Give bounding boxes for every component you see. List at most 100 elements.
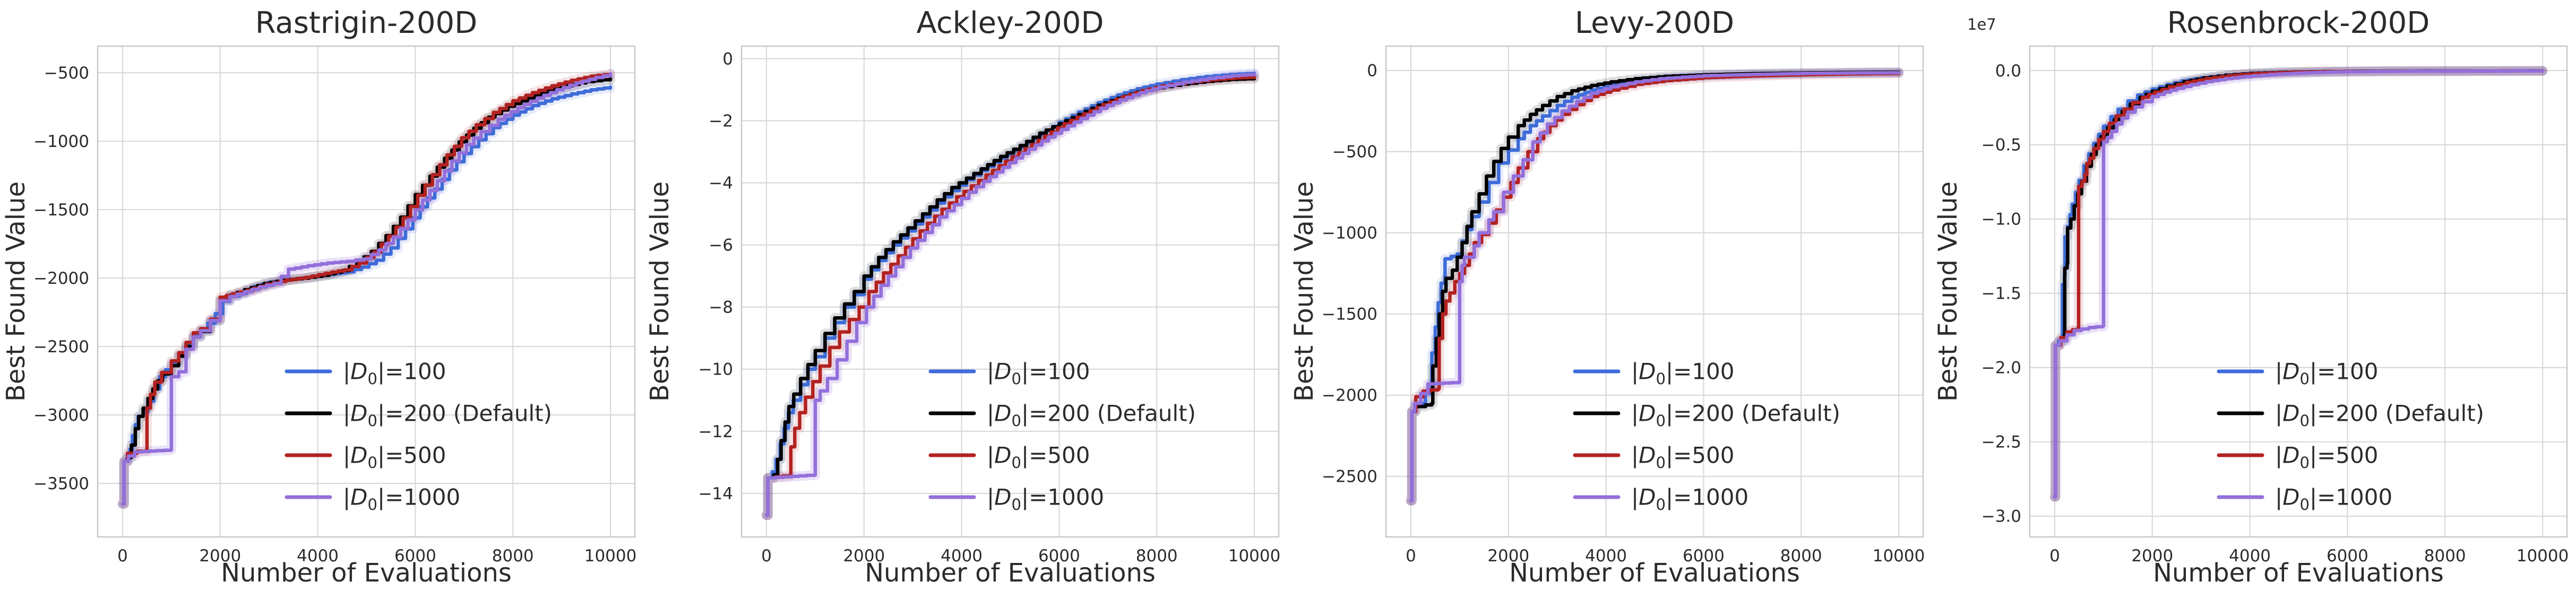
plot-levy: 0 2000 4000 6000 8000 10000 0 −500 −1000 −1500 −20… [1289, 6, 1925, 588]
x-tick-label: 10000 [1872, 546, 1925, 566]
y-axis-label: Best Found Value [1, 181, 31, 402]
plot-area [98, 46, 635, 537]
x-tick-label: 0 [2049, 546, 2060, 566]
x-tick-label: 0 [761, 546, 772, 566]
plot-rosenbrock: 0 2000 4000 6000 8000 10000 0.0 −0.5 −1.0 −1.5 −2.… [1933, 6, 2569, 588]
y-tick-label: −3.0 [1981, 507, 2021, 526]
y-tick-label: −2000 [33, 269, 89, 288]
x-tick-label: 0 [1406, 546, 1416, 566]
plot-area [2029, 46, 2567, 537]
x-tick-label: 10000 [1228, 546, 1281, 566]
x-tick-labels: 0 2000 4000 6000 8000 10000 [117, 546, 636, 566]
x-tick-label: 4000 [941, 546, 983, 566]
y-tick-label: −500 [44, 64, 89, 83]
legend-label: |D0|=200 (Default) [2275, 401, 2484, 430]
axes-spines [97, 45, 636, 538]
x-tick-label: 8000 [1136, 546, 1178, 566]
legend-entry: |D0|=200 (Default) [2217, 401, 2484, 430]
x-tick-label: 8000 [492, 546, 534, 566]
legend-entry: |D0|=200 (Default) [928, 401, 1196, 430]
x-tick-label: 4000 [1585, 546, 1627, 566]
y-tick-label: −12 [699, 422, 733, 441]
legend-label: |D0|=1000 [1631, 484, 1748, 514]
x-tick-label: 2000 [843, 546, 885, 566]
legend-label: |D0|=100 [343, 359, 446, 388]
legend: |D0|=100 |D0|=200 (Default) |D0|=500 |D0|=1… [928, 359, 1196, 514]
y-tick-labels: 0 −500 −1000 −1500 −2000 −2500 [1322, 62, 1377, 487]
y-tick-label: −2500 [33, 337, 89, 357]
series-group [1406, 67, 1903, 506]
legend-entry: |D0|=1000 [2217, 484, 2392, 514]
x-tick-label: 6000 [2327, 546, 2368, 566]
x-tick-label: 2000 [1487, 546, 1529, 566]
legend-label: |D0|=500 [1631, 442, 1734, 472]
y-tick-label: −0.5 [1981, 136, 2021, 155]
y-tick-label: −10 [699, 360, 733, 379]
y-tick-label: −1500 [1322, 305, 1377, 324]
series-line-purple [120, 72, 613, 506]
axes-spines [741, 45, 1280, 538]
y-tick-labels: 0 −2 −4 −6 −8 −10 −12 −14 [699, 49, 733, 503]
series-group [762, 68, 1260, 520]
x-tick-labels: 0 2000 4000 6000 8000 10000 [761, 546, 1280, 566]
series-line-purple [2053, 69, 2544, 499]
y-tick-label: −1500 [33, 201, 89, 220]
y-tick-label: −1.5 [1981, 284, 2021, 303]
y-tick-label: −8 [709, 298, 734, 317]
x-tick-labels: 0 2000 4000 6000 8000 10000 [2049, 546, 2569, 566]
x-tick-label: 2000 [199, 546, 241, 566]
panel-rosenbrock: 0 2000 4000 6000 8000 10000 0.0 −0.5 −1.0 −1.5 −2.… [1932, 0, 2576, 599]
legend-entry: |D0|=100 [928, 359, 1090, 388]
panel-ackley: 0 2000 4000 6000 8000 10000 0 −2 −4 −6 −8 −10 −12 −14… [644, 0, 1288, 599]
legend-label: |D0|=500 [343, 442, 446, 472]
x-axis-label: Number of Evaluations [1509, 558, 1800, 588]
y-tick-label: −2000 [1322, 386, 1377, 405]
legend-entry: |D0|=1000 [928, 484, 1104, 514]
legend-label: |D0|=1000 [987, 484, 1104, 514]
legend-label: |D0|=100 [1631, 359, 1734, 388]
gridlines [1385, 46, 1923, 537]
y-tick-label: −2 [709, 111, 734, 131]
series-line-purple [765, 72, 1256, 517]
legend: |D0|=100 |D0|=200 (Default) |D0|=500 |D0|=1… [285, 359, 552, 514]
y-axis-label: Best Found Value [1289, 181, 1319, 402]
legend-entry: |D0|=500 [285, 442, 446, 472]
legend: |D0|=100 |D0|=200 (Default) |D0|=500 |D0|=1… [1573, 359, 1840, 514]
series-group [2049, 66, 2547, 502]
legend-entry: |D0|=200 (Default) [285, 401, 552, 430]
y-tick-label: −14 [699, 484, 733, 503]
x-tick-label: 0 [117, 546, 128, 566]
plot-area [1385, 46, 1923, 537]
panel-levy: 0 2000 4000 6000 8000 10000 0 −500 −1000 −1500 −20… [1288, 0, 1932, 599]
series-line-red [120, 72, 613, 506]
plot-rastrigin: 0 2000 4000 6000 8000 10000 −500 −1000 −1500 −200… [1, 6, 636, 588]
gridlines [742, 46, 1279, 537]
x-tick-label: 6000 [1682, 546, 1724, 566]
y-tick-labels: −500 −1000 −1500 −2000 −2500 −3000 −3500 [33, 64, 89, 493]
legend-entry: |D0|=500 [1573, 442, 1734, 472]
legend-label: |D0|=200 (Default) [987, 401, 1196, 430]
y-axis-label: Best Found Value [1933, 181, 1963, 402]
x-tick-labels: 0 2000 4000 6000 8000 10000 [1406, 546, 1925, 566]
y-tick-label: −500 [1332, 143, 1377, 162]
y-tick-label: −1000 [33, 132, 89, 151]
x-tick-label: 8000 [2424, 546, 2466, 566]
panel-rastrigin: 0 2000 4000 6000 8000 10000 −500 −1000 −1500 −200… [0, 0, 644, 599]
legend-label: |D0|=500 [2275, 442, 2378, 472]
y-tick-label: −6 [709, 236, 734, 255]
y-axis-offset-label: 1e7 [1967, 15, 1996, 33]
legend-entry: |D0|=200 (Default) [1573, 401, 1840, 430]
y-tick-label: 0 [723, 49, 734, 68]
x-axis-label: Number of Evaluations [865, 558, 1156, 588]
plot-area [742, 46, 1279, 537]
legend-entry: |D0|=100 [2217, 359, 2378, 388]
legend: |D0|=100 |D0|=200 (Default) |D0|=500 |D0|=1… [2217, 359, 2484, 514]
x-tick-label: 10000 [2516, 546, 2569, 566]
y-tick-label: −2500 [1322, 467, 1377, 487]
y-tick-labels: 0.0 −0.5 −1.0 −1.5 −2.0 −2.5 −3.0 [1981, 62, 2021, 526]
y-tick-label: −2.5 [1981, 433, 2021, 452]
legend-label: |D0|=1000 [2275, 484, 2392, 514]
y-tick-label: −2.0 [1981, 359, 2021, 378]
x-tick-label: 10000 [584, 546, 637, 566]
